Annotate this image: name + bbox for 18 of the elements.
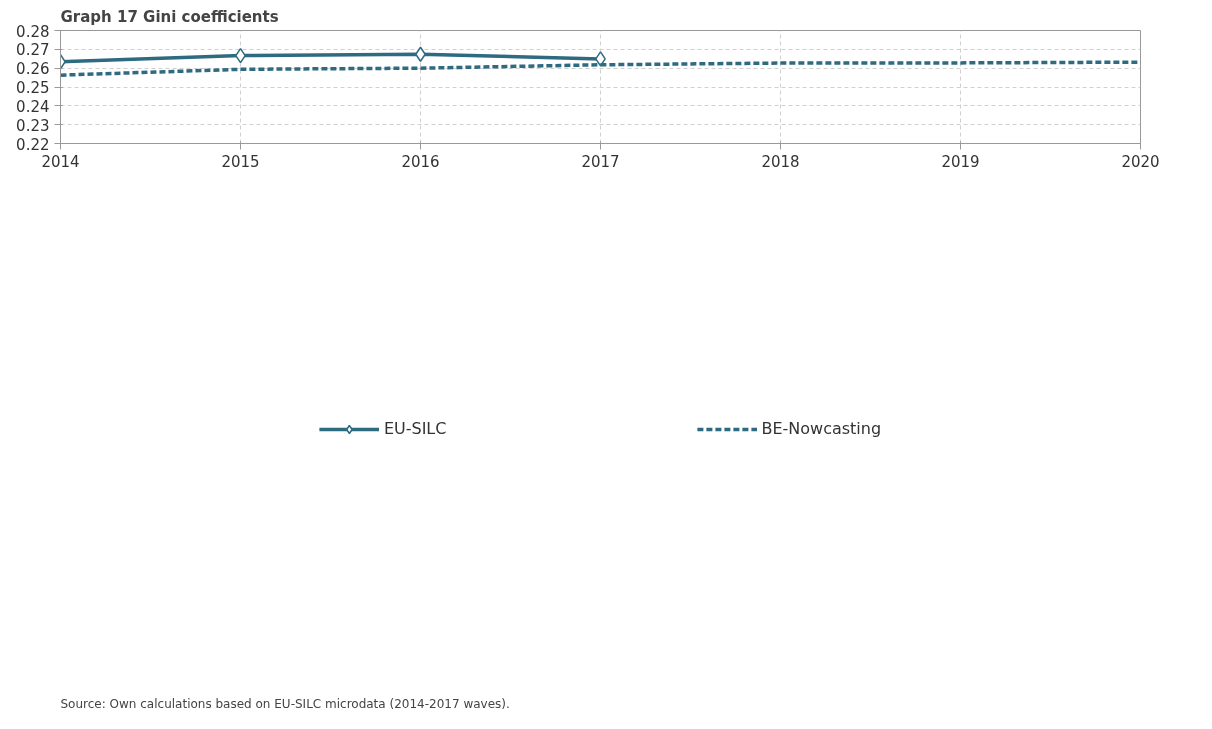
y-tick-label: 0.25 (16, 79, 50, 97)
x-tick-label: 2016 (401, 152, 440, 171)
y-tick-label: 0.27 (16, 41, 50, 60)
legend-label: EU-SILC (383, 419, 447, 439)
y-tick-label: 0.22 (16, 135, 50, 154)
y-tick-label: 0.28 (16, 22, 50, 41)
chart-title: Graph 17 Gini coefficients (60, 7, 279, 26)
y-tick-label: 0.26 (16, 60, 50, 79)
legend-label: BE-Nowcasting (761, 419, 882, 439)
x-tick-label: 2014 (41, 152, 80, 171)
x-tick-label: 2019 (941, 152, 980, 171)
source-note: Source: Own calculations based on EU-SILC microdata (2014-2017 waves). (60, 696, 510, 711)
y-tick-label: 0.23 (16, 116, 50, 135)
x-tick-label: 2020 (1121, 152, 1160, 171)
y-tick-label: 0.24 (16, 97, 50, 116)
x-tick-label: 2018 (761, 152, 800, 171)
x-tick-label: 2017 (581, 152, 620, 171)
x-tick-label: 2015 (221, 152, 260, 171)
